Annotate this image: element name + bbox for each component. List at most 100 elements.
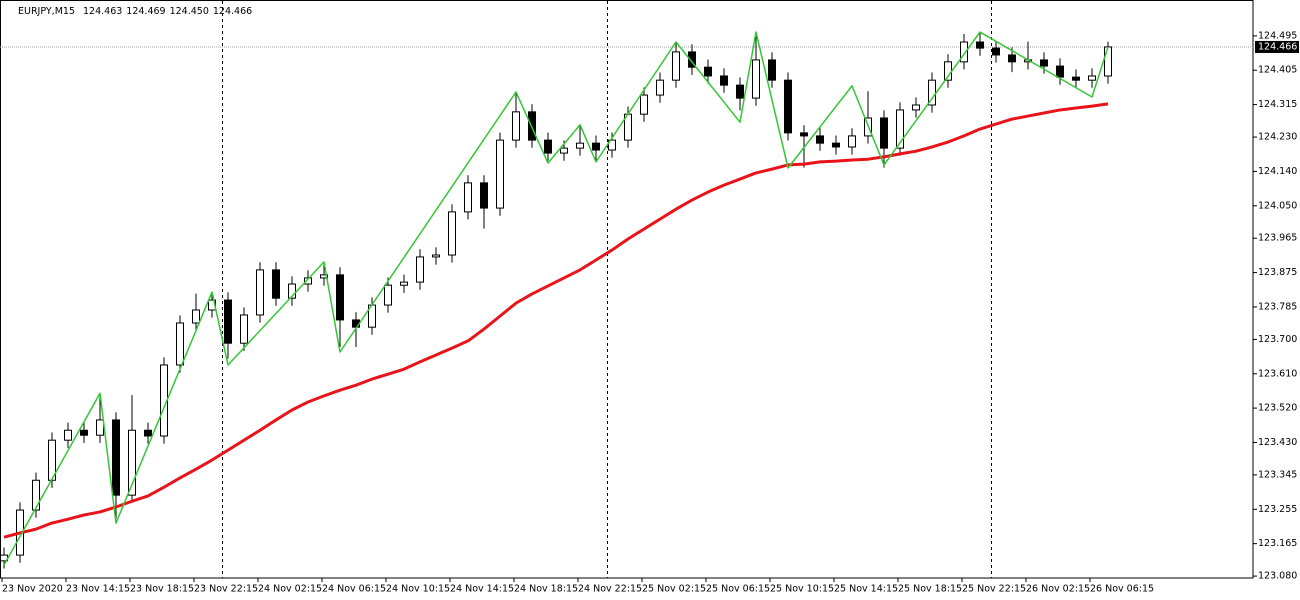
candle-body [320, 274, 328, 279]
current-price-label: 124.466 [1258, 41, 1297, 52]
candle-body [576, 142, 584, 149]
symbol: EURJPY,M15 [18, 6, 75, 17]
y-tick-label: 124.315 [1258, 99, 1297, 110]
y-tick-label: 123.430 [1258, 437, 1297, 448]
y-tick-label: 124.230 [1258, 132, 1297, 143]
x-tick-label: 25 Nov 02:15 [642, 584, 706, 595]
candle-body [656, 79, 664, 96]
candle-body [432, 254, 440, 258]
candle-body [720, 75, 728, 86]
candle-body [816, 135, 824, 144]
x-tick-label: 24 Nov 02:15 [258, 584, 322, 595]
candle-body [480, 182, 488, 209]
candle-body [272, 269, 280, 299]
zigzag-line [3, 31, 1109, 566]
x-tick-label: 23 Nov 2020 [2, 584, 63, 595]
plot-frame [0, 0, 1254, 579]
candle-body [736, 84, 744, 99]
quote-value: 124.463 [83, 6, 122, 17]
candle-body [96, 419, 104, 436]
candle-body [416, 256, 424, 283]
quote-value: 124.466 [213, 6, 252, 17]
x-tick-label: 26 Nov 02:15 [1026, 584, 1090, 595]
x-tick-label: 24 Nov 10:15 [386, 584, 450, 595]
candle-body [688, 51, 696, 68]
x-tick-label: 26 Nov 06:15 [1090, 584, 1154, 595]
candle-body [240, 314, 248, 344]
candle-body [784, 79, 792, 134]
x-tick-label: 23 Nov 22:15 [194, 584, 258, 595]
candle-body [288, 283, 296, 299]
candle-body [336, 274, 344, 321]
y-tick-label: 123.520 [1258, 403, 1297, 414]
candle-body [592, 142, 600, 151]
candle-body [192, 309, 200, 324]
candle-body [992, 47, 1000, 56]
x-tick-label: 25 Nov 14:15 [834, 584, 898, 595]
candle-body [880, 117, 888, 149]
y-tick-label: 123.345 [1258, 469, 1297, 480]
candle-body [448, 211, 456, 256]
candle-body [1040, 59, 1048, 67]
x-tick-label: 25 Nov 22:15 [962, 584, 1026, 595]
candle-body [1008, 54, 1016, 63]
candle-body [1072, 76, 1080, 81]
candle-body [512, 111, 520, 141]
x-tick-label: 25 Nov 10:15 [770, 584, 834, 595]
y-tick-label: 124.050 [1258, 200, 1297, 211]
x-tick-label: 25 Nov 18:15 [898, 584, 962, 595]
candle-body [832, 142, 840, 148]
chart-header: EURJPY,M15 124.463 124.469 124.450 124.466 [18, 6, 252, 17]
candle-body [64, 429, 72, 441]
candle-body [848, 135, 856, 148]
candle-body [608, 139, 616, 151]
x-tick-label: 24 Nov 22:15 [578, 584, 642, 595]
y-tick-label: 123.700 [1258, 334, 1297, 345]
candle-body [400, 281, 408, 286]
x-tick-label: 25 Nov 06:15 [706, 584, 770, 595]
y-tick-label: 124.140 [1258, 166, 1297, 177]
y-tick-label: 123.610 [1258, 368, 1297, 379]
candle-body [1104, 46, 1112, 77]
candle-body [176, 322, 184, 366]
x-tick-label: 24 Nov 06:15 [322, 584, 386, 595]
candle-body [912, 104, 920, 111]
y-tick-label: 124.495 [1258, 30, 1297, 41]
candle-body [32, 479, 40, 511]
candle-body [304, 277, 312, 285]
candle-body [496, 139, 504, 209]
y-tick-label: 123.255 [1258, 504, 1297, 515]
candle-body [464, 182, 472, 213]
candle-body [896, 109, 904, 149]
quote-value: 124.450 [170, 6, 209, 17]
y-tick-label: 123.785 [1258, 301, 1297, 312]
candle-body [544, 139, 552, 154]
candle-body [1056, 65, 1064, 78]
y-tick-label: 123.965 [1258, 233, 1297, 244]
candle-body [800, 132, 808, 137]
candle-body [80, 429, 88, 436]
quote-value: 124.469 [126, 6, 165, 17]
y-tick-label: 123.165 [1258, 538, 1297, 549]
current-price-box [1255, 40, 1299, 53]
candle-body [640, 94, 648, 115]
y-tick-label: 123.080 [1258, 571, 1297, 582]
plot-layer [0, 31, 1253, 569]
candle-body [976, 41, 984, 49]
candle-body [144, 429, 152, 437]
candle-body [224, 299, 232, 344]
candle-body [768, 59, 776, 81]
x-tick-label: 23 Nov 18:15 [130, 584, 194, 595]
x-tick-label: 23 Nov 14:15 [66, 584, 130, 595]
candle-body [128, 429, 136, 496]
candle-body [560, 147, 568, 154]
candle-body [384, 284, 392, 306]
candle-body [752, 59, 760, 99]
candle-body [256, 269, 264, 316]
y-tick-label: 123.875 [1258, 267, 1297, 278]
candle-body [1088, 75, 1096, 81]
candle-body [672, 51, 680, 81]
candle-body [960, 41, 968, 63]
